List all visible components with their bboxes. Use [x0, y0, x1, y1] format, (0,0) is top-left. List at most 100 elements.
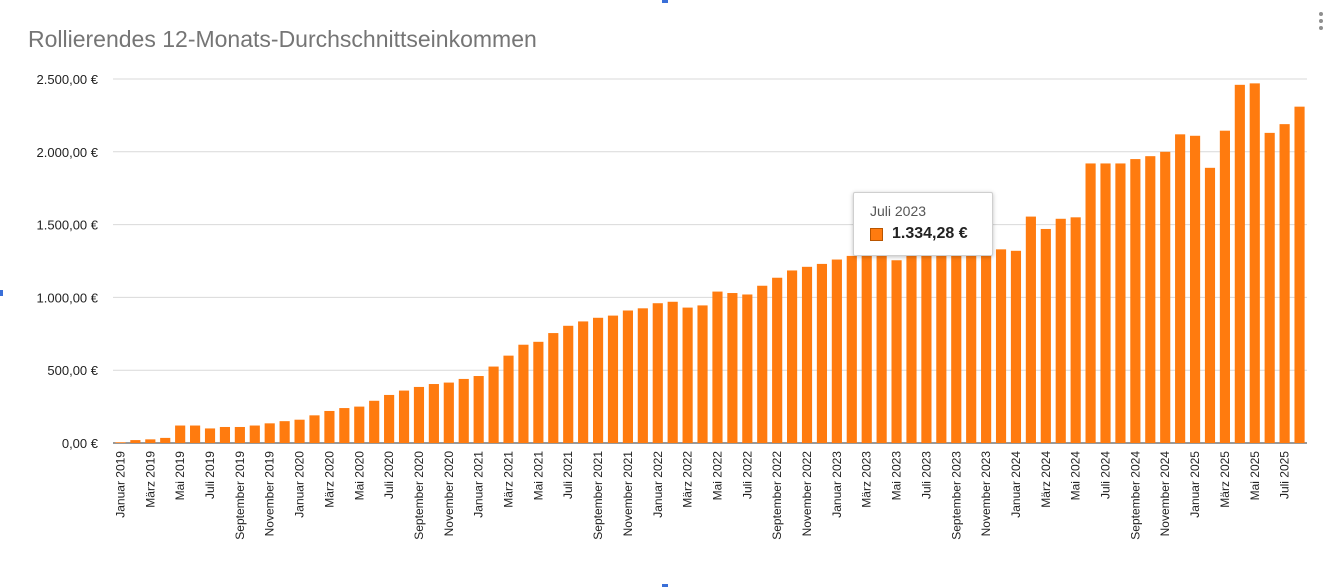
tooltip-value: 1.334,28 € [892, 225, 968, 242]
x-tick-label: Juli 2024 [1099, 451, 1113, 499]
bar [443, 382, 454, 443]
x-tick-label: März 2021 [502, 451, 516, 508]
bar [115, 442, 126, 443]
x-tick-label: Mai 2019 [173, 451, 187, 501]
bar [876, 252, 887, 443]
bar [831, 259, 842, 443]
bar [742, 294, 753, 443]
bar [712, 291, 723, 443]
chart-title: Rollierendes 12-Monats-Durchschnittseink… [28, 26, 537, 52]
bar [204, 428, 216, 443]
x-tick-label: Mai 2021 [531, 451, 545, 501]
x-tick-label: Mai 2023 [890, 451, 904, 501]
bar [219, 426, 231, 443]
x-tick-label: September 2024 [1128, 451, 1142, 540]
bar [578, 321, 589, 443]
tooltip-series-swatch [870, 228, 883, 241]
bar [787, 270, 798, 443]
bar [488, 366, 499, 443]
bar [607, 315, 619, 443]
bar [160, 437, 171, 443]
bar [1010, 250, 1022, 443]
x-tick-label: September 2019 [233, 451, 247, 540]
bar [846, 255, 857, 443]
bar [190, 425, 201, 443]
selection-handle-top[interactable] [662, 0, 668, 3]
x-tick-label: März 2019 [143, 451, 157, 508]
bar [951, 253, 962, 443]
x-tick-label: November 2022 [800, 451, 814, 537]
bar [413, 386, 425, 443]
bar [1100, 163, 1111, 443]
x-tick-label: September 2021 [591, 451, 605, 540]
x-tick-label: Juli 2019 [203, 451, 217, 499]
bar [667, 301, 678, 443]
bar [503, 355, 514, 443]
bar [518, 344, 529, 443]
bar [682, 307, 693, 443]
bar [279, 421, 290, 443]
x-tick-label: Juli 2022 [740, 451, 754, 499]
bar [1175, 134, 1186, 443]
x-tick-label: Januar 2021 [472, 451, 486, 518]
bar [175, 425, 186, 443]
x-tick-label: Mai 2024 [1069, 451, 1083, 501]
x-tick-label: Mai 2020 [352, 451, 366, 501]
bar [294, 419, 305, 443]
bar [548, 333, 559, 443]
bar [1085, 163, 1096, 443]
bar [428, 384, 439, 443]
selection-handle-left[interactable] [0, 290, 3, 296]
chart-tooltip: Juli 2023 1.334,28 € [853, 192, 993, 256]
x-tick-label: November 2021 [621, 451, 635, 537]
y-tick-label: 2.000,00 € [37, 145, 99, 160]
bar [697, 305, 708, 443]
bar [533, 341, 544, 443]
y-tick-label: 500,00 € [47, 363, 98, 378]
x-tick-label: März 2022 [681, 451, 695, 508]
bar [1070, 217, 1081, 443]
bar [966, 255, 977, 443]
bar [398, 390, 410, 443]
x-tick-label: Januar 2022 [651, 451, 665, 518]
bar [816, 263, 828, 443]
bar [1145, 156, 1156, 444]
bar [339, 408, 350, 443]
x-tick-label: März 2020 [322, 451, 336, 508]
x-tick-label: November 2023 [979, 451, 993, 537]
x-tick-label: Juli 2023 [919, 451, 933, 499]
x-tick-label: November 2019 [263, 451, 277, 537]
bar [891, 260, 902, 443]
more-options-icon[interactable] [1318, 12, 1324, 36]
x-tick-label: Mai 2025 [1248, 451, 1262, 501]
bar [473, 376, 484, 443]
x-tick-label: September 2022 [770, 451, 784, 540]
x-tick-label: Januar 2025 [1188, 451, 1202, 518]
x-tick-label: Mai 2022 [710, 451, 724, 501]
bar [369, 400, 380, 443]
bar [921, 248, 932, 443]
x-tick-label: März 2024 [1039, 451, 1053, 508]
selection-handle-bottom[interactable] [662, 584, 668, 587]
bar [324, 410, 335, 443]
bar [1249, 83, 1260, 444]
bar [1279, 124, 1290, 443]
bar [727, 293, 738, 443]
x-tick-label: November 2024 [1158, 451, 1172, 537]
bar [1234, 84, 1245, 443]
bar [1264, 132, 1275, 443]
bar [861, 252, 872, 443]
bar [622, 310, 633, 443]
bar [1040, 228, 1051, 443]
bar [1294, 106, 1305, 443]
bar [145, 439, 156, 443]
x-tick-label: September 2023 [949, 451, 963, 540]
bar [1130, 159, 1141, 443]
x-tick-label: Juli 2020 [382, 451, 396, 499]
bar [906, 252, 917, 443]
y-tick-label: 0,00 € [62, 436, 99, 451]
bar [234, 426, 245, 443]
bar [1160, 151, 1171, 444]
bar [1025, 216, 1036, 443]
